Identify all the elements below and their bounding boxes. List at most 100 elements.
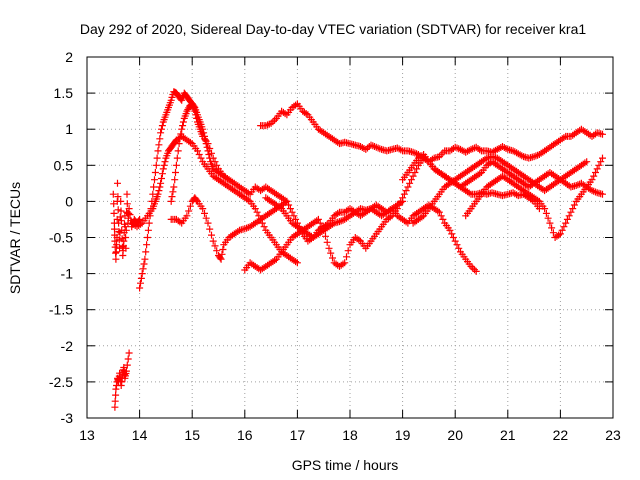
y-tick-label: 1.5 — [54, 85, 74, 101]
data-point — [117, 197, 125, 205]
data-point — [399, 197, 407, 205]
data-point — [562, 219, 570, 227]
data-point — [123, 190, 131, 198]
data-point — [209, 237, 217, 245]
data-point — [213, 161, 221, 169]
series-arc-far-right — [399, 151, 606, 198]
data-point — [139, 265, 147, 273]
data-point — [168, 193, 176, 201]
x-tick-label: 14 — [132, 427, 148, 443]
data-point — [434, 207, 442, 215]
data-point — [548, 224, 556, 232]
data-point — [269, 118, 277, 126]
data-point — [201, 132, 208, 140]
y-tick-label: -0.5 — [49, 230, 73, 246]
data-point — [471, 266, 478, 274]
data-point — [472, 267, 480, 275]
data-point — [549, 229, 557, 237]
data-point — [343, 253, 350, 261]
data-point — [314, 215, 322, 223]
data-point — [449, 234, 457, 241]
data-point — [111, 397, 119, 405]
data-point — [199, 205, 207, 213]
data-point — [406, 179, 414, 187]
data-point — [109, 190, 117, 198]
data-point — [113, 241, 121, 249]
data-point — [171, 176, 179, 184]
data-point — [570, 201, 578, 209]
data-point — [208, 231, 215, 239]
data-point — [158, 170, 166, 178]
data-markers — [109, 88, 606, 411]
data-point — [112, 248, 120, 256]
data-point — [194, 147, 201, 155]
data-point — [271, 116, 279, 124]
data-point — [202, 214, 210, 222]
data-point — [150, 183, 158, 191]
data-point — [202, 140, 210, 148]
data-point — [153, 154, 161, 162]
data-point — [197, 154, 205, 162]
data-point — [283, 197, 291, 205]
data-point — [592, 188, 599, 196]
data-point — [136, 284, 144, 292]
data-point — [451, 237, 459, 245]
data-point — [599, 190, 606, 198]
data-point — [599, 154, 606, 162]
data-point — [144, 226, 152, 234]
data-point — [120, 237, 128, 245]
data-point — [178, 125, 186, 133]
series-arc-right-dip — [462, 154, 606, 241]
data-point — [418, 152, 426, 160]
data-point — [186, 202, 194, 210]
data-point — [151, 169, 159, 176]
data-point — [160, 161, 168, 169]
data-point — [156, 135, 164, 143]
series-cluster-early-low — [111, 349, 133, 411]
data-point — [572, 182, 580, 189]
x-tick-label: 17 — [290, 427, 306, 443]
x-tick-label: 16 — [237, 427, 253, 443]
y-tick-label: 0 — [65, 193, 73, 209]
data-point — [126, 211, 134, 219]
data-point — [172, 161, 180, 169]
data-point — [467, 145, 475, 153]
data-point — [201, 209, 208, 217]
data-point — [136, 215, 144, 223]
y-tick-label: -1.5 — [49, 302, 73, 318]
data-point — [173, 154, 181, 162]
data-point — [316, 219, 324, 227]
data-point — [583, 158, 591, 166]
data-point — [157, 179, 165, 187]
data-point — [213, 247, 221, 255]
data-point — [567, 208, 575, 216]
data-point — [206, 154, 214, 162]
data-point — [446, 226, 454, 234]
data-point — [195, 151, 203, 158]
x-axis-label: GPS time / hours — [292, 457, 399, 473]
data-point — [592, 169, 599, 176]
data-point — [143, 241, 151, 249]
data-point — [542, 209, 550, 217]
data-point — [161, 158, 169, 166]
data-point — [154, 190, 162, 198]
y-tick-label: 0.5 — [54, 157, 74, 173]
data-point — [112, 249, 120, 257]
data-point — [411, 149, 419, 157]
data-point — [124, 355, 132, 363]
data-point — [437, 212, 445, 220]
data-point — [122, 234, 130, 241]
data-point — [253, 208, 261, 216]
data-point — [435, 208, 443, 216]
data-point — [413, 165, 421, 173]
x-axis-ticks: 13 14 15 16 17 18 19 20 21 22 23 — [79, 57, 621, 443]
data-point — [169, 188, 177, 196]
series-arc-peak-1-35 — [167, 100, 233, 205]
data-point — [569, 205, 577, 213]
data-point — [532, 152, 540, 160]
data-point — [327, 249, 335, 257]
data-point — [137, 279, 144, 287]
data-point — [402, 187, 410, 195]
data-point — [243, 224, 251, 232]
